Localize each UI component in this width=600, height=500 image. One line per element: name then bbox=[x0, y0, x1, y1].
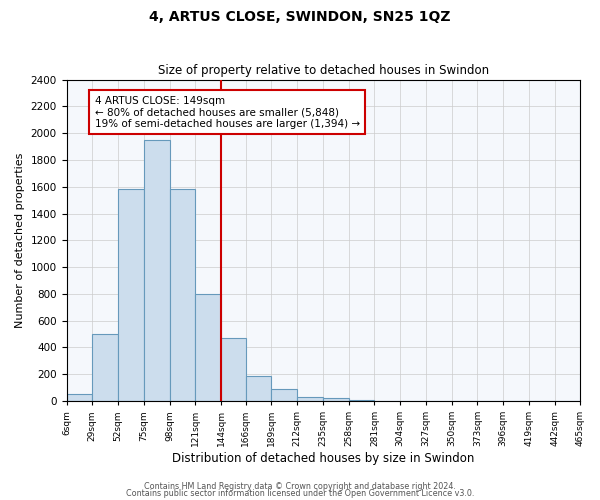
Bar bbox=[271, 389, 297, 401]
Title: Size of property relative to detached houses in Swindon: Size of property relative to detached ho… bbox=[158, 64, 489, 77]
Text: 4, ARTUS CLOSE, SWINDON, SN25 1QZ: 4, ARTUS CLOSE, SWINDON, SN25 1QZ bbox=[149, 10, 451, 24]
Bar bbox=[221, 338, 245, 401]
Bar bbox=[349, 400, 374, 401]
Bar bbox=[144, 140, 170, 401]
Text: 4 ARTUS CLOSE: 149sqm
← 80% of detached houses are smaller (5,848)
19% of semi-d: 4 ARTUS CLOSE: 149sqm ← 80% of detached … bbox=[95, 96, 359, 129]
Bar bbox=[67, 394, 92, 401]
Bar bbox=[170, 190, 196, 401]
Y-axis label: Number of detached properties: Number of detached properties bbox=[15, 152, 25, 328]
X-axis label: Distribution of detached houses by size in Swindon: Distribution of detached houses by size … bbox=[172, 452, 475, 465]
Bar bbox=[196, 294, 221, 401]
Text: Contains HM Land Registry data © Crown copyright and database right 2024.: Contains HM Land Registry data © Crown c… bbox=[144, 482, 456, 491]
Bar bbox=[297, 397, 323, 401]
Bar bbox=[118, 190, 144, 401]
Bar bbox=[245, 376, 271, 401]
Bar bbox=[323, 398, 349, 401]
Bar bbox=[92, 334, 118, 401]
Text: Contains public sector information licensed under the Open Government Licence v3: Contains public sector information licen… bbox=[126, 490, 474, 498]
